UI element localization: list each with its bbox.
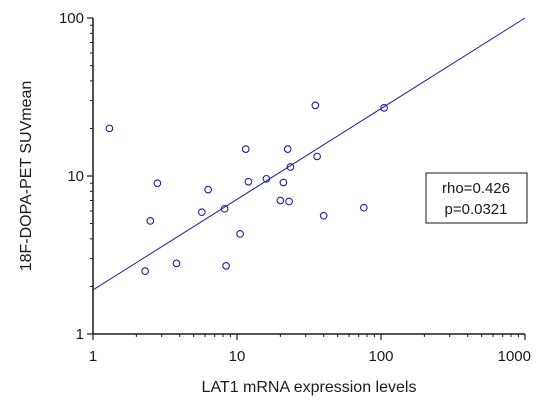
data-point-8 bbox=[220, 204, 229, 213]
y-tick-label: 100 bbox=[59, 10, 84, 27]
data-point-9 bbox=[222, 261, 230, 270]
data-point-10 bbox=[236, 230, 244, 238]
data-point-15 bbox=[279, 178, 288, 187]
tick-labels: 1 10 100 1 10 100 1000 bbox=[59, 10, 531, 365]
data-point-23 bbox=[380, 103, 388, 112]
data-point-22 bbox=[359, 203, 368, 212]
stats-box: rho=0.426 p=0.0321 bbox=[425, 172, 528, 224]
stats-box-frame bbox=[425, 172, 528, 224]
data-point-2 bbox=[141, 267, 149, 275]
data-point-13 bbox=[262, 174, 271, 183]
data-point-18 bbox=[286, 163, 295, 171]
data-point-6 bbox=[197, 208, 206, 217]
data-point-19 bbox=[311, 101, 320, 110]
data-point-20 bbox=[313, 152, 321, 161]
data-point-21 bbox=[319, 211, 328, 220]
data-point-17 bbox=[285, 197, 293, 206]
ticks bbox=[87, 17, 526, 340]
data-point-5 bbox=[172, 259, 181, 268]
stats-rho: rho=0.426 bbox=[442, 180, 510, 197]
x-tick-label: 1000 bbox=[498, 348, 531, 365]
data-point-1 bbox=[105, 124, 114, 133]
data-point-3 bbox=[146, 217, 155, 225]
data-point-11 bbox=[241, 145, 250, 153]
x-axis-title: LAT1 mRNA expression levels bbox=[202, 379, 417, 396]
regression-line bbox=[92, 17, 526, 291]
y-axis-title: 18F-DOPA-PET SUVmean bbox=[18, 81, 35, 272]
y-tick-label: 10 bbox=[67, 168, 84, 185]
data-point-14 bbox=[276, 196, 285, 205]
y-tick-label: 1 bbox=[76, 326, 84, 343]
x-tick-label: 100 bbox=[368, 348, 393, 365]
stats-p: p=0.0321 bbox=[445, 201, 508, 218]
data-point-16 bbox=[283, 145, 292, 153]
data-point-12 bbox=[244, 177, 253, 186]
data-point-4 bbox=[153, 179, 162, 188]
data-points bbox=[105, 101, 388, 275]
x-tick-label: 10 bbox=[229, 348, 246, 365]
data-point-7 bbox=[204, 185, 212, 194]
x-tick-label: 1 bbox=[89, 348, 97, 365]
